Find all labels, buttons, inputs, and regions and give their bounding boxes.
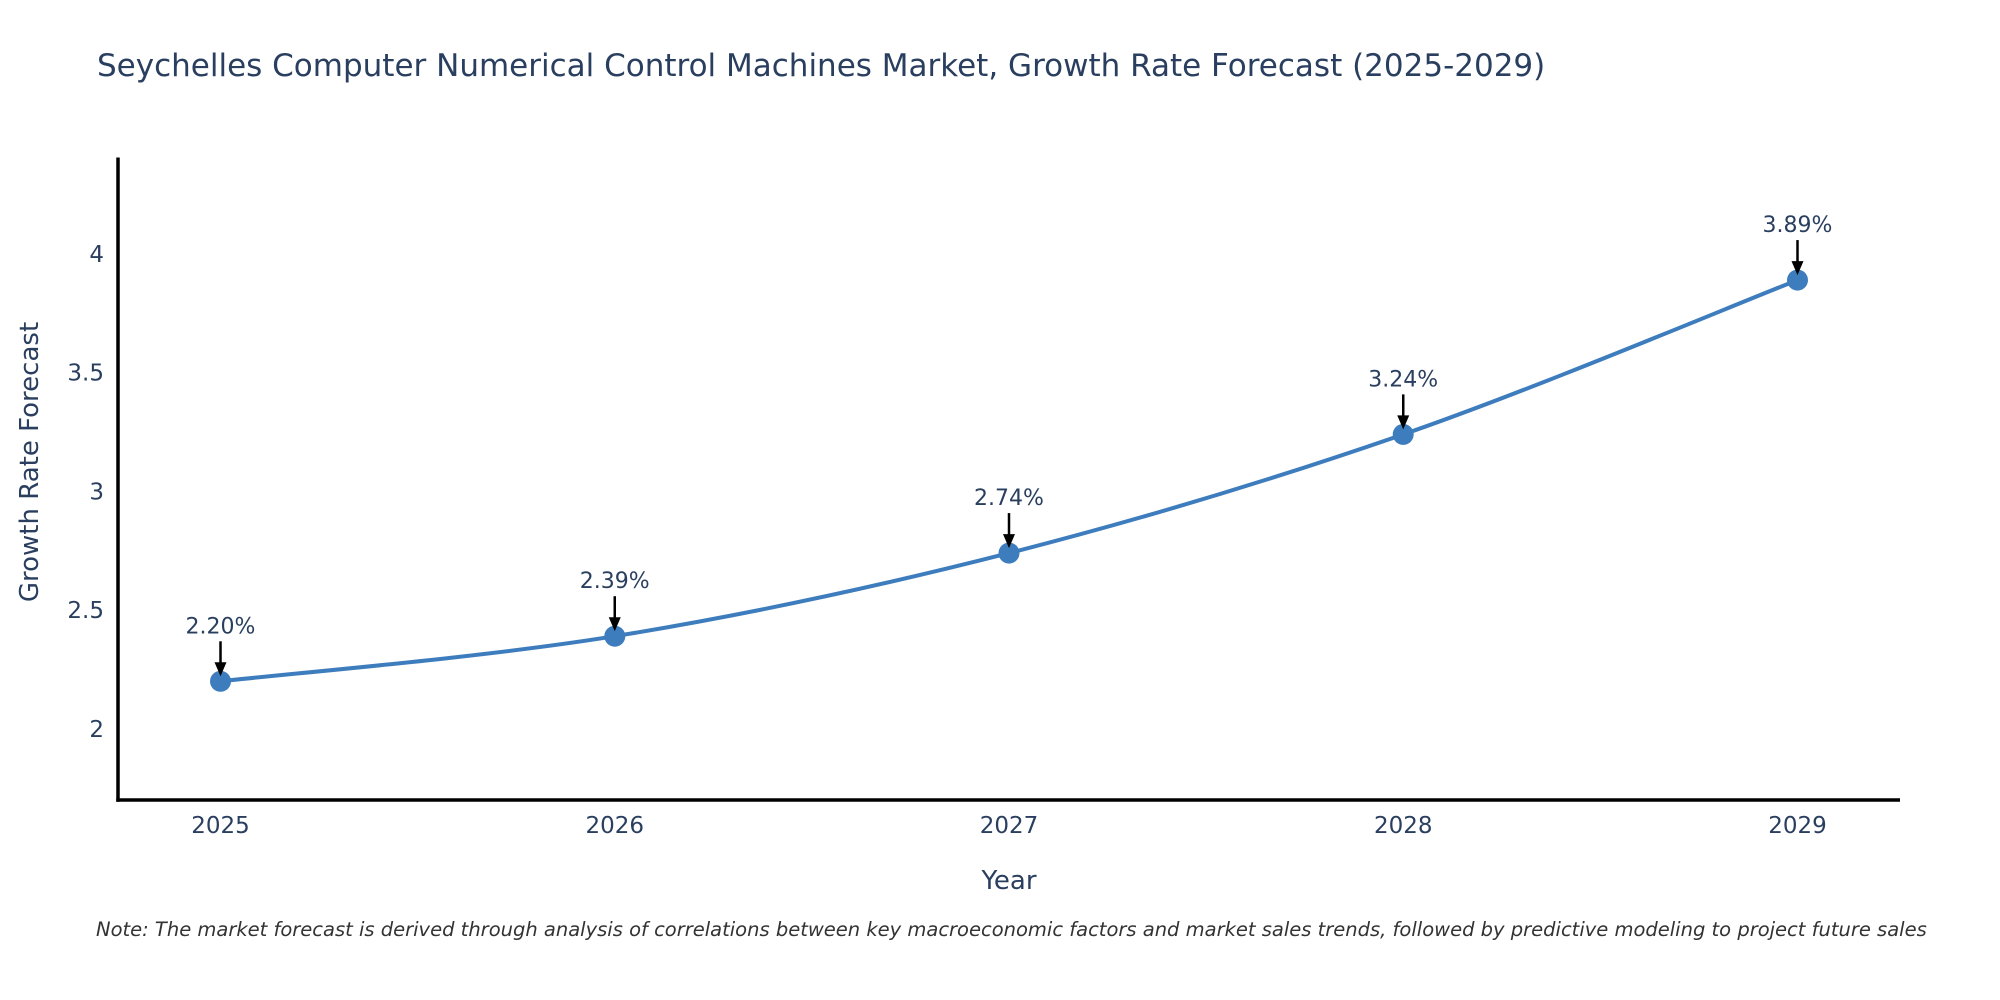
footnote: Note: The market forecast is derived thr… xyxy=(96,918,1927,941)
point-annotation: 2.39% xyxy=(580,569,650,632)
point-annotation: 3.24% xyxy=(1368,367,1438,430)
point-annotation: 2.20% xyxy=(186,614,256,677)
y-axis-title: Growth Rate Forecast xyxy=(15,322,45,602)
x-axis-tick-labels: 2025 2026 2027 2028 2029 xyxy=(191,813,1827,839)
annotation-arrowhead xyxy=(1003,534,1015,549)
point-annotation: 2.74% xyxy=(974,486,1044,549)
x-tick-label: 2028 xyxy=(1374,813,1433,839)
point-annotations: 2.20% 2.39% 2.74% 3.24% 3.89% xyxy=(186,213,1833,677)
x-tick-label: 2027 xyxy=(980,813,1039,839)
y-axis-tick-labels: 2 2.5 3 3.5 4 xyxy=(67,242,104,743)
point-annotation-label: 2.39% xyxy=(580,569,650,594)
x-axis-title: Year xyxy=(980,866,1036,896)
series-growth-rate xyxy=(210,269,1808,692)
y-tick-label: 4 xyxy=(89,242,104,268)
y-tick-label: 2.5 xyxy=(67,598,104,624)
series-line xyxy=(218,278,1800,684)
point-annotation-label: 3.24% xyxy=(1368,367,1438,392)
y-tick-label: 2 xyxy=(89,717,104,743)
annotation-arrowhead xyxy=(608,617,621,632)
y-tick-label: 3 xyxy=(89,479,104,505)
annotation-arrowhead xyxy=(1791,261,1804,276)
annotation-arrowhead xyxy=(214,662,227,677)
x-tick-label: 2029 xyxy=(1768,813,1827,839)
point-annotation-label: 2.20% xyxy=(186,614,256,639)
chart-title: Seychelles Computer Numerical Control Ma… xyxy=(97,48,1545,84)
y-tick-label: 3.5 xyxy=(67,361,104,387)
x-tick-label: 2025 xyxy=(191,813,250,839)
data-point-marker[interactable] xyxy=(604,625,626,647)
x-tick-label: 2026 xyxy=(585,813,644,839)
data-point-marker[interactable] xyxy=(1787,269,1808,291)
point-annotation: 3.89% xyxy=(1763,213,1833,276)
data-point-marker[interactable] xyxy=(998,542,1020,564)
data-point-marker[interactable] xyxy=(210,670,231,692)
point-annotation-label: 3.89% xyxy=(1763,213,1833,238)
point-annotation-label: 2.74% xyxy=(974,486,1044,511)
data-point-marker[interactable] xyxy=(1392,423,1414,445)
annotation-arrowhead xyxy=(1397,415,1410,430)
